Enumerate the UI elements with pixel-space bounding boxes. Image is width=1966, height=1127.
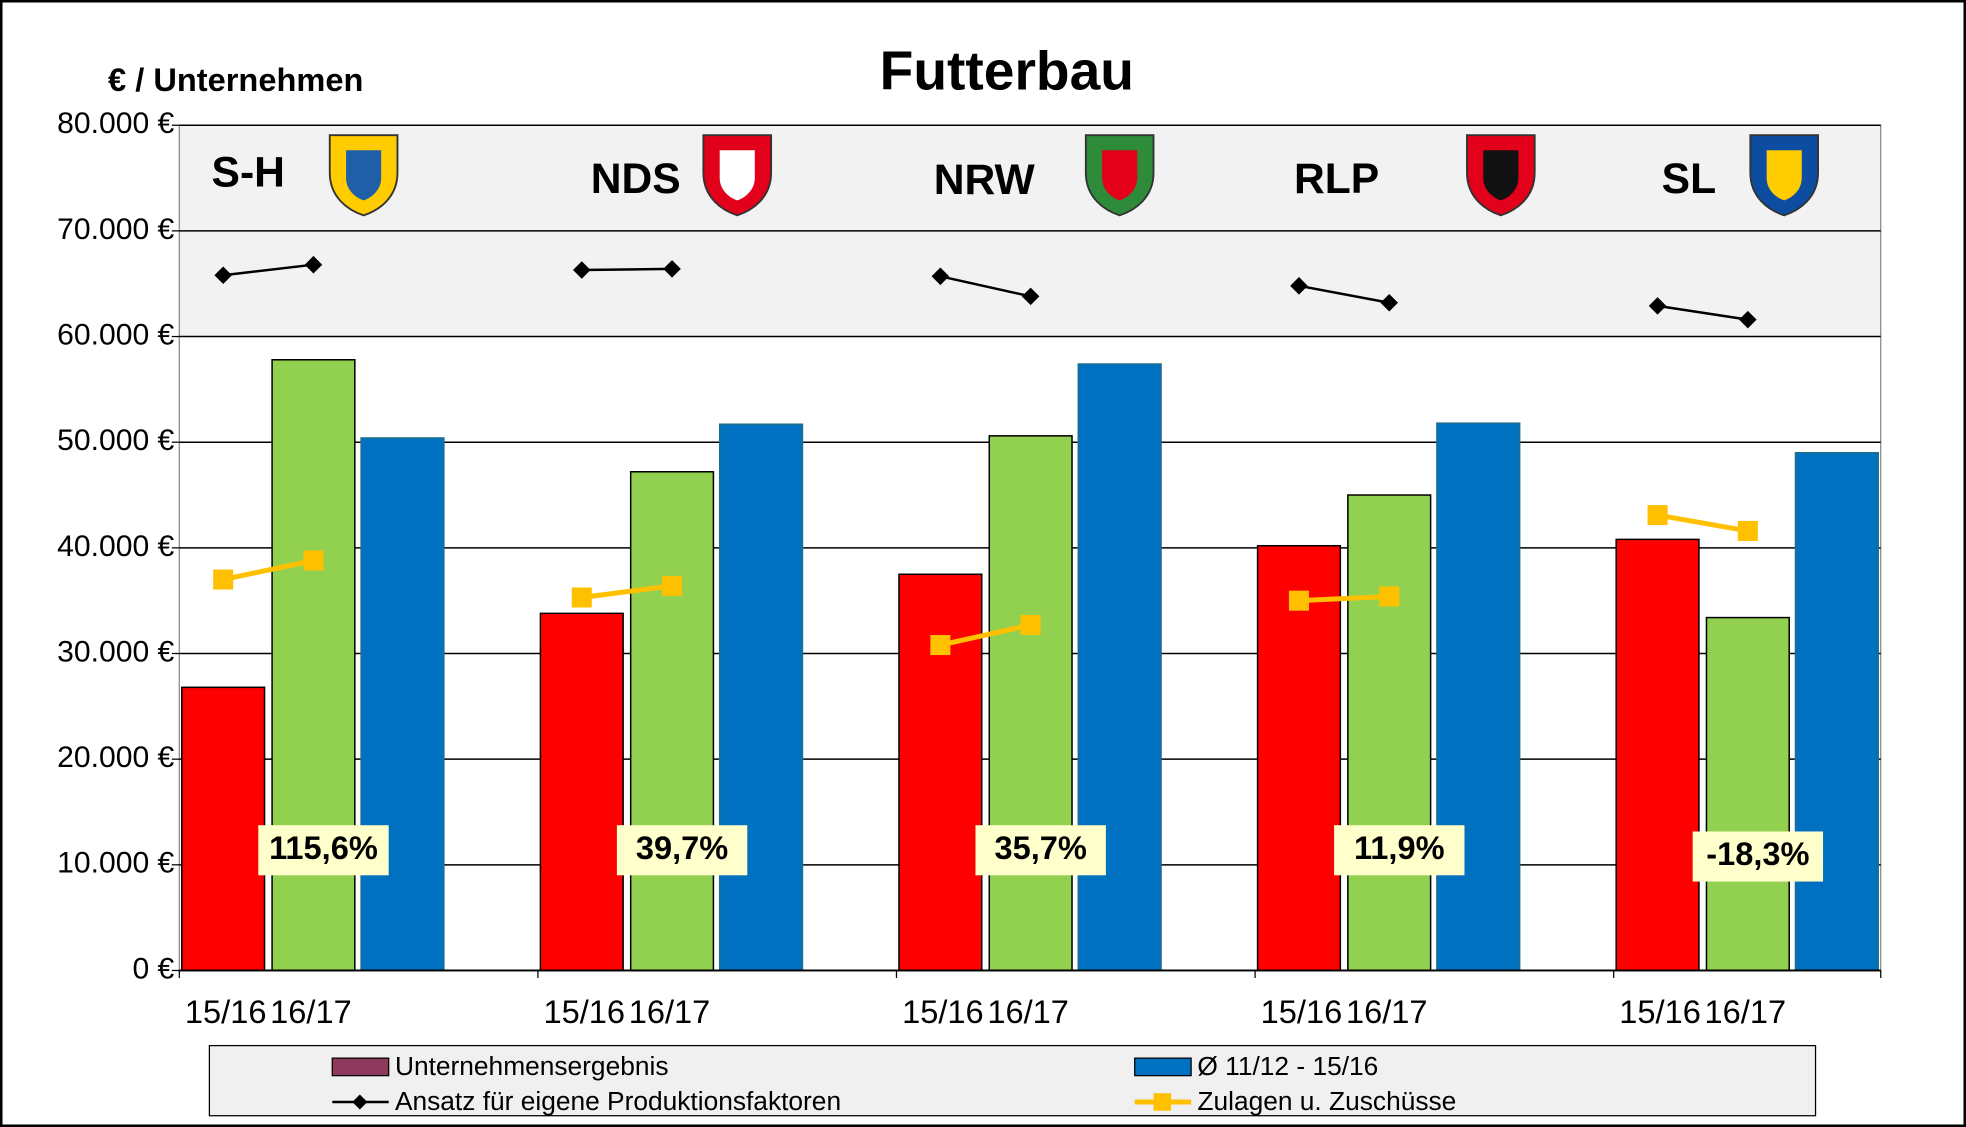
emblem-detail — [1483, 150, 1519, 201]
legend-label: Ansatz für eigene Produktionsfaktoren — [395, 1086, 841, 1116]
annotation-box — [1692, 831, 1824, 882]
emblem-detail — [1766, 150, 1802, 201]
point — [571, 587, 592, 608]
legend-label: Unternehmensergebnis — [395, 1051, 669, 1081]
line-series — [222, 558, 314, 582]
y-tick-label: 30.000 € — [57, 635, 174, 668]
x-tick-label: 16/17 — [1705, 994, 1787, 1030]
point — [931, 267, 950, 286]
line-series — [581, 267, 673, 272]
emblem-detail — [719, 150, 755, 201]
annotation-box — [616, 825, 748, 876]
bar — [271, 359, 356, 972]
y-tick-label: 0 € — [132, 952, 174, 985]
x-tick-label: 15/16 — [544, 994, 626, 1030]
bar — [1347, 494, 1432, 972]
bar — [1436, 422, 1521, 972]
bar — [1615, 538, 1700, 972]
y-tick-label: 20.000 € — [57, 741, 174, 774]
annotation: -18,3% — [1706, 836, 1809, 872]
annotation: 11,9% — [1354, 830, 1445, 866]
legend-marker — [352, 1094, 368, 1110]
group-label: S-H — [212, 149, 285, 197]
bar — [718, 423, 804, 972]
legend-label: Zulagen u. Zuschüsse — [1197, 1086, 1456, 1116]
x-tick-label: 16/17 — [1346, 994, 1428, 1030]
bar — [1794, 452, 1879, 972]
legend-swatch — [331, 1057, 390, 1077]
x-tick-label: 16/17 — [629, 994, 711, 1030]
y-tick-label: 60.000 € — [57, 318, 174, 351]
emblem-detail — [346, 150, 382, 201]
point — [1647, 505, 1668, 526]
y-axis-label: € / Unternehmen — [108, 62, 363, 98]
group-label: NDS — [591, 155, 681, 203]
point — [1288, 590, 1309, 611]
line-series — [223, 263, 314, 277]
line-series — [1298, 284, 1390, 304]
line-series — [939, 622, 1032, 648]
bar — [988, 435, 1073, 972]
legend-swatch — [1134, 1057, 1192, 1077]
legend-marker — [1153, 1093, 1172, 1111]
bar — [898, 573, 983, 972]
annotation: 115,6% — [269, 830, 378, 866]
point — [1020, 614, 1041, 635]
line-series — [1657, 512, 1749, 534]
y-tick-label: 50.000 € — [57, 424, 174, 457]
group-label: RLP — [1294, 155, 1379, 203]
x-tick-label: 15/16 — [1619, 994, 1701, 1030]
annotation: 39,7% — [636, 830, 728, 866]
legend — [208, 1044, 1817, 1117]
annotation-box — [258, 825, 389, 876]
chart-title: Futterbau — [880, 40, 1134, 102]
x-tick-label: 16/17 — [270, 994, 352, 1030]
group-label: NRW — [934, 156, 1036, 204]
point — [213, 569, 234, 590]
point — [214, 266, 232, 285]
bar — [539, 612, 624, 972]
annotation: 35,7% — [994, 830, 1086, 866]
point — [1648, 297, 1667, 315]
x-tick-label: 16/17 — [987, 994, 1069, 1030]
bar — [181, 686, 266, 972]
line-series — [1298, 593, 1390, 604]
annotation-box — [975, 825, 1106, 876]
point — [1380, 293, 1399, 312]
bar — [1256, 544, 1342, 972]
point — [1379, 586, 1400, 607]
x-tick-label: 15/16 — [1261, 994, 1343, 1030]
line-series — [940, 275, 1031, 298]
bar — [1705, 616, 1790, 972]
point — [1737, 520, 1758, 541]
point — [1290, 277, 1308, 295]
emblem-detail — [1102, 150, 1138, 201]
bar — [360, 437, 445, 972]
y-tick-label: 10.000 € — [57, 847, 174, 880]
y-tick-label: 40.000 € — [57, 530, 174, 563]
point — [1739, 310, 1757, 329]
bar — [1077, 363, 1162, 972]
bar — [629, 471, 715, 972]
point — [1021, 287, 1040, 306]
x-tick-label: 15/16 — [185, 994, 267, 1030]
point — [662, 575, 683, 596]
line-series — [1657, 304, 1749, 321]
x-tick-label: 15/16 — [902, 994, 984, 1030]
y-tick-label: 80.000 € — [57, 107, 174, 140]
annotation-box — [1334, 825, 1465, 876]
point — [304, 255, 323, 274]
line-series — [581, 583, 673, 600]
point — [303, 550, 324, 571]
point — [930, 635, 951, 656]
y-tick-label: 70.000 € — [57, 213, 174, 246]
group-label: SL — [1662, 155, 1716, 203]
legend-label: Ø 11/12 - 15/16 — [1197, 1051, 1378, 1081]
